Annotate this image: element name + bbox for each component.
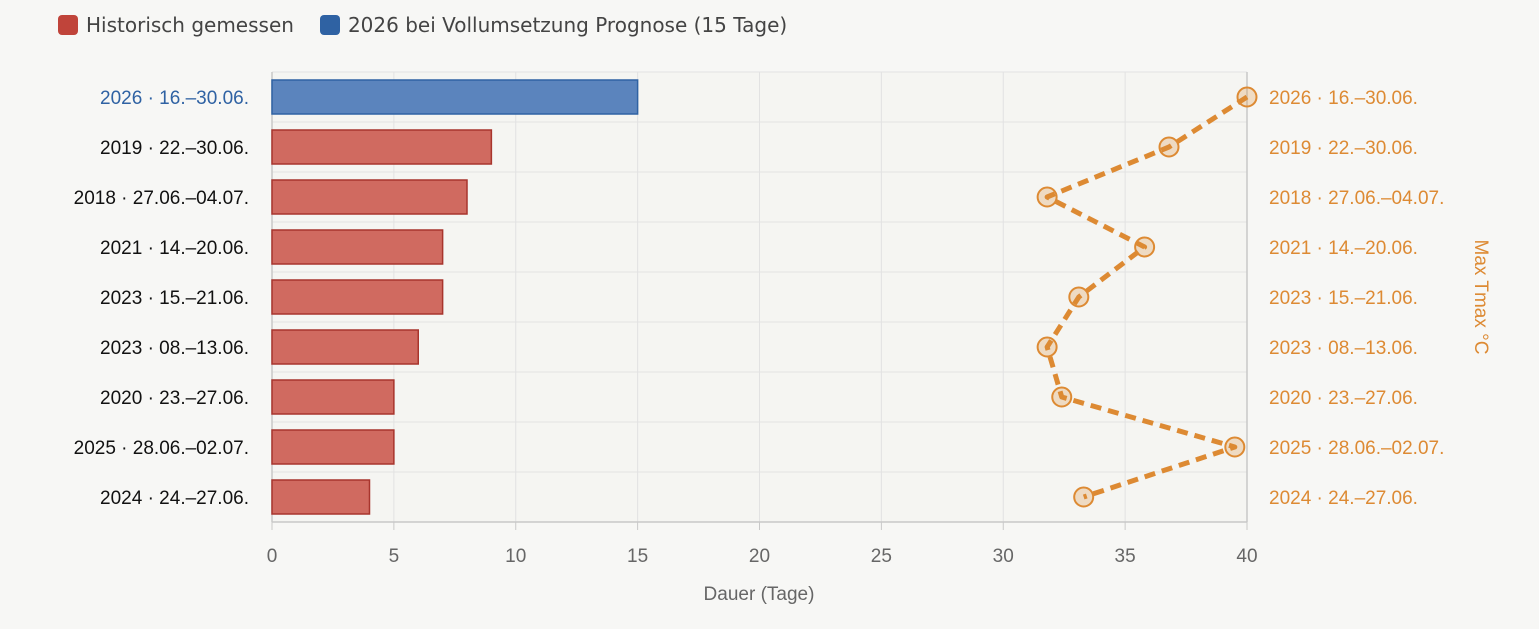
category-label-left: 2021 · 14.–20.06. [100, 238, 249, 259]
category-label-left: 2020 · 23.–27.06. [100, 388, 249, 409]
category-label-right: 2025 · 28.06.–02.07. [1269, 438, 1444, 459]
legend-swatch-forecast [319, 15, 340, 35]
legend-label-forecast: 2026 bei Vollumsetzung Prognose (15 Tage… [347, 13, 788, 37]
category-label-right: 2018 · 27.06.–04.07. [1269, 188, 1444, 209]
temperature-point [1068, 286, 1090, 308]
temperature-point [1051, 386, 1073, 408]
left-category-axis: 2026 · 16.–30.06. 2019 · 22.–30.06. 2018 ·… [74, 88, 249, 509]
legend-item-historical[interactable]: Historisch gemessen [58, 13, 294, 37]
right-category-axis: 2026 · 16.–30.06. 2019 · 22.–30.06. 2018 ·… [1269, 88, 1444, 509]
x-tick-label: 35 [1115, 546, 1136, 567]
x-tick-label: 10 [505, 546, 526, 567]
bar-historical [271, 379, 395, 415]
legend-item-forecast[interactable]: 2026 bei Vollumsetzung Prognose (15 Tage… [319, 13, 788, 37]
category-label-right: 2023 · 08.–13.06. [1269, 338, 1418, 359]
category-label-right: 2023 · 15.–21.06. [1269, 288, 1418, 309]
category-label-right: 2020 · 23.–27.06. [1269, 388, 1418, 409]
category-label-left: 2023 · 15.–21.06. [100, 288, 249, 309]
x-tick-label: 20 [749, 546, 770, 567]
category-label-left: 2026 · 16.–30.06. [100, 88, 249, 109]
legend-label-historical: Historisch gemessen [86, 13, 294, 37]
temperature-point [1224, 436, 1246, 458]
category-label-left: 2025 · 28.06.–02.07. [74, 438, 249, 459]
x-tick-label: 30 [993, 546, 1014, 567]
category-label-left: 2019 · 22.–30.06. [100, 138, 249, 159]
category-label-right: 2019 · 22.–30.06. [1269, 138, 1418, 159]
bar-historical [271, 179, 468, 215]
bar-historical [271, 129, 493, 165]
category-label-left: 2018 · 27.06.–04.07. [74, 188, 249, 209]
category-label-right: 2024 · 24.–27.06. [1269, 488, 1418, 509]
category-label-left: 2023 · 08.–13.06. [100, 338, 249, 359]
x-tick-label: 5 [389, 546, 400, 567]
x-tick-label: 40 [1236, 546, 1257, 567]
x-tick-label: 0 [267, 546, 278, 567]
bar-forecast [271, 79, 639, 115]
temperature-point [1236, 86, 1258, 108]
x-tick-label: 15 [627, 546, 648, 567]
bar-series [271, 79, 639, 515]
x-tick-label: 25 [871, 546, 892, 567]
bar-historical [271, 479, 371, 515]
bar-historical [271, 329, 419, 365]
bar-historical [271, 229, 444, 265]
temperature-point [1158, 136, 1180, 158]
chart-legend: Historisch gemessen 2026 bei Vollumsetzu… [58, 10, 787, 40]
temperature-line [1044, 94, 1249, 500]
bar-historical [271, 279, 444, 315]
legend-swatch-historical [58, 15, 78, 35]
x-axis: 0 5 10 15 20 25 30 35 40 [267, 546, 1258, 567]
category-label-right: 2021 · 14.–20.06. [1269, 238, 1418, 259]
x-axis-title: Dauer (Tage) [704, 584, 815, 605]
temperature-point [1036, 186, 1058, 208]
category-label-right: 2026 · 16.–30.06. [1269, 88, 1418, 109]
bar-historical [271, 429, 395, 465]
right-axis-title: Max Tmax °C [1470, 240, 1491, 355]
temperature-point [1134, 236, 1156, 258]
category-label-left: 2024 · 24.–27.06. [100, 488, 249, 509]
temperature-point [1073, 486, 1095, 508]
temperature-line-series [1036, 86, 1258, 508]
temperature-point [1036, 336, 1058, 358]
